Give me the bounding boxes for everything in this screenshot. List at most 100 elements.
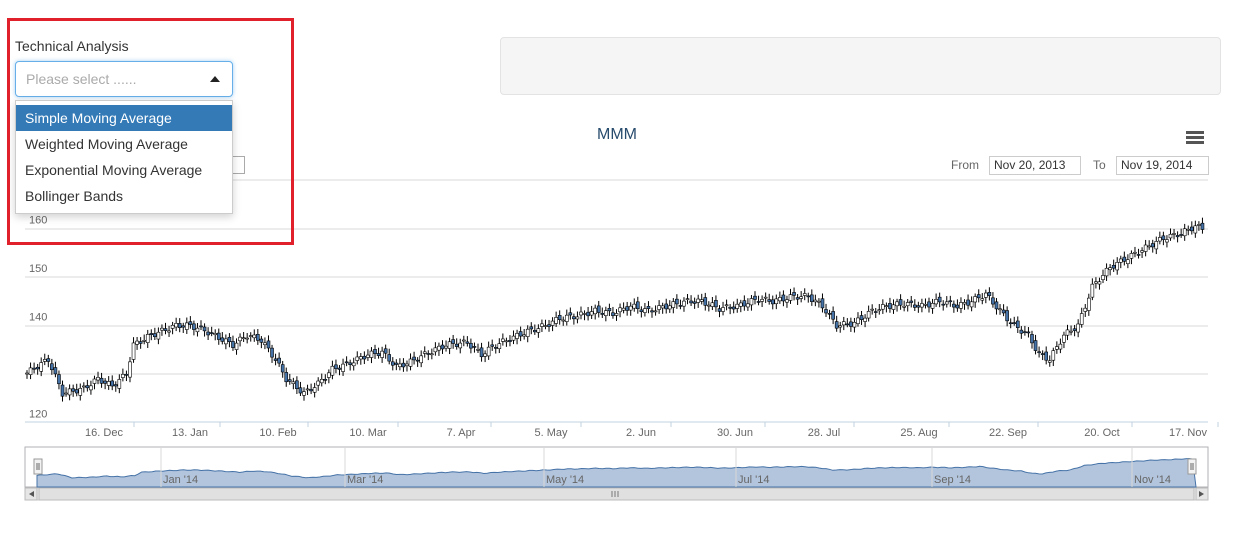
candle-body xyxy=(1175,235,1180,238)
candle-body xyxy=(937,296,942,303)
candle-body xyxy=(593,307,597,315)
candle-body xyxy=(699,299,704,302)
candle-body xyxy=(707,304,711,307)
option-weighted-moving-average[interactable]: Weighted Moving Average xyxy=(25,136,188,152)
partially-hidden-button[interactable] xyxy=(233,156,245,174)
option-exponential-moving-average[interactable]: Exponential Moving Average xyxy=(25,162,203,178)
candle-body xyxy=(689,300,693,304)
option-simple-moving-average[interactable]: Simple Moving Average xyxy=(16,105,232,131)
candle-body xyxy=(873,311,878,313)
candle-body xyxy=(810,294,814,302)
candle-body xyxy=(1168,233,1173,239)
candle-body xyxy=(543,325,548,327)
candle-body xyxy=(444,345,448,349)
candle-body xyxy=(628,305,633,311)
candle-body xyxy=(351,362,356,367)
candle-body xyxy=(714,300,718,308)
candle-body xyxy=(1193,225,1198,234)
candle-body xyxy=(366,354,370,358)
candle-body xyxy=(35,366,40,370)
candle-body xyxy=(675,298,679,305)
candle-body xyxy=(291,381,296,384)
candle-body xyxy=(998,308,1002,311)
range-to-input[interactable]: Nov 19, 2014 xyxy=(1116,156,1209,175)
candle-body xyxy=(64,392,68,395)
candle-body xyxy=(987,292,992,296)
candle-body xyxy=(671,301,676,308)
technical-analysis-select[interactable]: Please select ...... xyxy=(15,61,233,97)
candle-body xyxy=(167,330,171,333)
candle-body xyxy=(177,323,182,328)
candle-body xyxy=(298,387,303,394)
candle-body xyxy=(1044,351,1048,361)
candle-body xyxy=(156,331,161,340)
candle-body xyxy=(834,321,839,329)
candle-body xyxy=(703,297,708,306)
candle-body xyxy=(760,299,764,302)
candle-body xyxy=(913,304,917,308)
hamburger-menu-icon[interactable] xyxy=(1186,131,1204,145)
candle-body xyxy=(568,312,573,316)
candle-body xyxy=(1047,360,1052,363)
candle-body xyxy=(1083,307,1088,312)
candle-body xyxy=(458,342,463,349)
candle-body xyxy=(636,301,640,310)
candle-body xyxy=(554,317,558,324)
candle-body xyxy=(465,341,470,344)
candle-body xyxy=(778,297,782,302)
navigator-label: Sep '14 xyxy=(934,474,971,486)
candle-body xyxy=(426,353,431,355)
candle-body xyxy=(550,320,555,326)
candle-body xyxy=(1005,310,1009,322)
candle-body xyxy=(1186,228,1191,231)
candle-body xyxy=(767,299,772,302)
option-bollinger-bands[interactable]: Bollinger Bands xyxy=(25,188,124,204)
candle-body xyxy=(1079,313,1084,325)
candle-body xyxy=(1150,243,1155,248)
candle-body xyxy=(273,358,278,361)
candle-body xyxy=(813,299,818,303)
candle-body xyxy=(817,300,821,303)
candle-body xyxy=(522,334,526,337)
candle-body xyxy=(337,367,342,370)
candle-body xyxy=(1179,234,1183,236)
candle-body xyxy=(934,299,938,305)
candle-body xyxy=(1133,251,1137,254)
caret-up-icon[interactable] xyxy=(210,76,220,82)
candle-body xyxy=(724,304,729,307)
x-tick-label: 7. Apr xyxy=(447,427,476,439)
candle-body xyxy=(788,294,793,301)
candle-body xyxy=(692,301,697,304)
candle-body xyxy=(383,348,388,354)
candle-body xyxy=(888,303,892,309)
candle-body xyxy=(192,323,196,330)
candle-body xyxy=(248,335,253,337)
navigator-left-handle[interactable] xyxy=(33,458,43,475)
candle-body xyxy=(408,358,413,367)
candle-body xyxy=(785,299,789,303)
scrollbar-thumb[interactable] xyxy=(38,487,1195,501)
candle-body xyxy=(824,309,828,314)
navigator-right-handle[interactable] xyxy=(1187,458,1197,475)
candle-body xyxy=(1143,244,1148,252)
candle-body xyxy=(319,378,324,384)
candle-body xyxy=(145,334,150,343)
candle-body xyxy=(135,340,139,345)
navigator-label: Jan '14 xyxy=(163,474,198,486)
candle-body xyxy=(330,365,335,376)
candle-body xyxy=(895,301,899,307)
candle-body xyxy=(547,324,551,327)
candle-body xyxy=(394,362,399,365)
x-tick-label: 17. Nov xyxy=(1169,427,1207,439)
candle-body xyxy=(67,388,72,396)
candle-body xyxy=(355,356,360,361)
candle-body xyxy=(1015,320,1020,328)
candle-body xyxy=(85,385,90,389)
candle-body xyxy=(841,321,846,326)
candle-body xyxy=(863,317,867,322)
candle-body xyxy=(419,355,423,364)
range-from-input[interactable]: Nov 20, 2013 xyxy=(989,156,1081,175)
candle-body xyxy=(1033,340,1038,351)
candle-body xyxy=(529,326,534,330)
candle-body xyxy=(905,302,910,307)
